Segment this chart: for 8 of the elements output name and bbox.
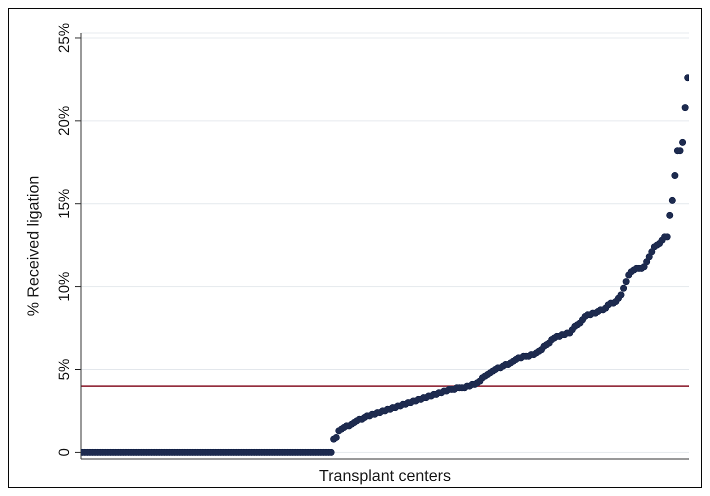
y-tick-label: 5% (56, 358, 73, 380)
x-axis-title: Transplant centers (319, 468, 451, 485)
y-tick-label: 25% (56, 22, 73, 53)
y-tick-label: 0 (56, 448, 73, 457)
y-axis-title: % Received ligation (26, 176, 43, 316)
y-tick-label: 15% (56, 188, 73, 219)
y-tick-label: 20% (56, 106, 73, 136)
y-tick-label: 10% (56, 272, 73, 302)
